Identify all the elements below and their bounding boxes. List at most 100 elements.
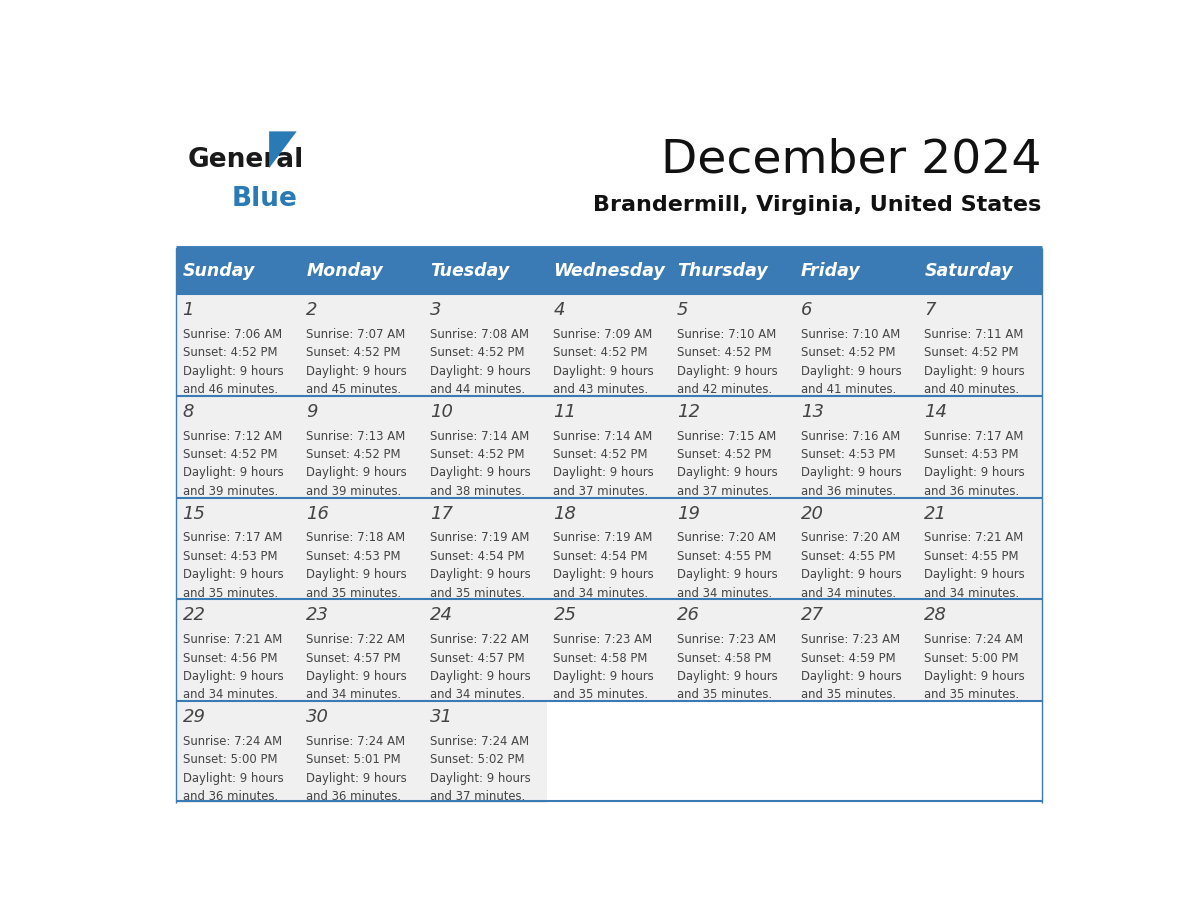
Text: Sunset: 4:52 PM: Sunset: 4:52 PM xyxy=(554,346,647,359)
Text: 5: 5 xyxy=(677,301,689,319)
Text: Sunrise: 7:23 AM: Sunrise: 7:23 AM xyxy=(801,633,899,646)
Text: Sunrise: 7:24 AM: Sunrise: 7:24 AM xyxy=(183,735,282,748)
Text: and 38 minutes.: and 38 minutes. xyxy=(430,485,525,498)
Text: Daylight: 9 hours: Daylight: 9 hours xyxy=(801,466,902,479)
Bar xyxy=(918,248,1042,294)
Text: 13: 13 xyxy=(801,403,823,420)
Text: and 34 minutes.: and 34 minutes. xyxy=(677,587,772,599)
Text: Daylight: 9 hours: Daylight: 9 hours xyxy=(924,670,1025,683)
Text: and 34 minutes.: and 34 minutes. xyxy=(430,688,525,701)
Bar xyxy=(671,294,795,396)
Text: Sunrise: 7:15 AM: Sunrise: 7:15 AM xyxy=(677,430,777,442)
Text: Sunday: Sunday xyxy=(183,262,255,280)
Text: and 35 minutes.: and 35 minutes. xyxy=(554,688,649,701)
Polygon shape xyxy=(270,131,297,168)
Bar xyxy=(795,294,918,396)
Text: 23: 23 xyxy=(307,607,329,624)
Text: Sunrise: 7:19 AM: Sunrise: 7:19 AM xyxy=(554,532,653,544)
Text: Sunrise: 7:10 AM: Sunrise: 7:10 AM xyxy=(801,328,901,341)
Text: Sunrise: 7:21 AM: Sunrise: 7:21 AM xyxy=(924,532,1024,544)
Bar xyxy=(795,701,918,803)
Text: Sunrise: 7:21 AM: Sunrise: 7:21 AM xyxy=(183,633,282,646)
Text: Daylight: 9 hours: Daylight: 9 hours xyxy=(430,466,531,479)
Text: and 45 minutes.: and 45 minutes. xyxy=(307,383,402,396)
Text: Thursday: Thursday xyxy=(677,262,767,280)
Text: Daylight: 9 hours: Daylight: 9 hours xyxy=(183,364,283,377)
Text: Daylight: 9 hours: Daylight: 9 hours xyxy=(307,466,406,479)
Bar xyxy=(299,701,423,803)
Text: and 36 minutes.: and 36 minutes. xyxy=(307,790,402,803)
Text: Daylight: 9 hours: Daylight: 9 hours xyxy=(801,364,902,377)
Text: Daylight: 9 hours: Daylight: 9 hours xyxy=(183,466,283,479)
Text: Daylight: 9 hours: Daylight: 9 hours xyxy=(430,364,531,377)
Bar xyxy=(918,396,1042,498)
Text: 19: 19 xyxy=(677,505,700,522)
Text: Sunset: 4:52 PM: Sunset: 4:52 PM xyxy=(801,346,896,359)
Text: and 37 minutes.: and 37 minutes. xyxy=(430,790,525,803)
Text: Sunrise: 7:07 AM: Sunrise: 7:07 AM xyxy=(307,328,405,341)
Text: Sunset: 4:55 PM: Sunset: 4:55 PM xyxy=(924,550,1019,563)
Text: Daylight: 9 hours: Daylight: 9 hours xyxy=(554,670,655,683)
Bar xyxy=(671,498,795,599)
Text: Sunrise: 7:18 AM: Sunrise: 7:18 AM xyxy=(307,532,405,544)
Text: Daylight: 9 hours: Daylight: 9 hours xyxy=(554,364,655,377)
Text: Tuesday: Tuesday xyxy=(430,262,510,280)
Text: Sunrise: 7:13 AM: Sunrise: 7:13 AM xyxy=(307,430,405,442)
Text: Sunrise: 7:24 AM: Sunrise: 7:24 AM xyxy=(430,735,529,748)
Text: Daylight: 9 hours: Daylight: 9 hours xyxy=(677,364,778,377)
Bar xyxy=(423,396,546,498)
Text: Brandermill, Virginia, United States: Brandermill, Virginia, United States xyxy=(593,195,1042,215)
Bar xyxy=(671,396,795,498)
Text: Sunset: 4:52 PM: Sunset: 4:52 PM xyxy=(677,346,772,359)
Text: Daylight: 9 hours: Daylight: 9 hours xyxy=(307,568,406,581)
Bar xyxy=(176,248,299,294)
Bar xyxy=(299,498,423,599)
Bar xyxy=(795,498,918,599)
Text: Saturday: Saturday xyxy=(924,262,1013,280)
Text: Daylight: 9 hours: Daylight: 9 hours xyxy=(677,466,778,479)
Text: 10: 10 xyxy=(430,403,453,420)
Text: Sunrise: 7:22 AM: Sunrise: 7:22 AM xyxy=(430,633,529,646)
Text: 27: 27 xyxy=(801,607,823,624)
Text: and 44 minutes.: and 44 minutes. xyxy=(430,383,525,396)
Text: Daylight: 9 hours: Daylight: 9 hours xyxy=(307,364,406,377)
Text: Sunset: 4:57 PM: Sunset: 4:57 PM xyxy=(430,652,524,665)
Bar xyxy=(423,599,546,701)
Text: 11: 11 xyxy=(554,403,576,420)
Bar xyxy=(546,701,671,803)
Text: Sunset: 4:53 PM: Sunset: 4:53 PM xyxy=(924,448,1019,461)
Text: Monday: Monday xyxy=(307,262,383,280)
Text: and 36 minutes.: and 36 minutes. xyxy=(801,485,896,498)
Bar xyxy=(795,248,918,294)
Text: Sunset: 4:52 PM: Sunset: 4:52 PM xyxy=(183,448,277,461)
Bar xyxy=(423,294,546,396)
Text: Sunrise: 7:17 AM: Sunrise: 7:17 AM xyxy=(924,430,1024,442)
Text: 25: 25 xyxy=(554,607,576,624)
Text: Sunset: 5:01 PM: Sunset: 5:01 PM xyxy=(307,754,400,767)
Text: Sunrise: 7:20 AM: Sunrise: 7:20 AM xyxy=(801,532,899,544)
Text: Sunrise: 7:16 AM: Sunrise: 7:16 AM xyxy=(801,430,901,442)
Text: 31: 31 xyxy=(430,708,453,726)
Text: Sunset: 5:00 PM: Sunset: 5:00 PM xyxy=(924,652,1019,665)
Text: 9: 9 xyxy=(307,403,317,420)
Bar xyxy=(299,599,423,701)
Text: Daylight: 9 hours: Daylight: 9 hours xyxy=(801,568,902,581)
Text: 18: 18 xyxy=(554,505,576,522)
Text: Sunrise: 7:09 AM: Sunrise: 7:09 AM xyxy=(554,328,652,341)
Bar xyxy=(299,294,423,396)
Text: Friday: Friday xyxy=(801,262,860,280)
Text: Sunrise: 7:23 AM: Sunrise: 7:23 AM xyxy=(554,633,652,646)
Text: and 39 minutes.: and 39 minutes. xyxy=(307,485,402,498)
Text: 7: 7 xyxy=(924,301,936,319)
Text: Daylight: 9 hours: Daylight: 9 hours xyxy=(307,772,406,785)
Text: Wednesday: Wednesday xyxy=(554,262,665,280)
Text: Daylight: 9 hours: Daylight: 9 hours xyxy=(183,670,283,683)
Text: Sunset: 4:53 PM: Sunset: 4:53 PM xyxy=(183,550,277,563)
Text: Sunset: 4:52 PM: Sunset: 4:52 PM xyxy=(554,448,647,461)
Bar xyxy=(918,498,1042,599)
Text: Sunset: 5:00 PM: Sunset: 5:00 PM xyxy=(183,754,277,767)
Bar xyxy=(546,498,671,599)
Text: and 35 minutes.: and 35 minutes. xyxy=(430,587,525,599)
Text: Sunset: 4:52 PM: Sunset: 4:52 PM xyxy=(307,346,400,359)
Text: Daylight: 9 hours: Daylight: 9 hours xyxy=(430,568,531,581)
